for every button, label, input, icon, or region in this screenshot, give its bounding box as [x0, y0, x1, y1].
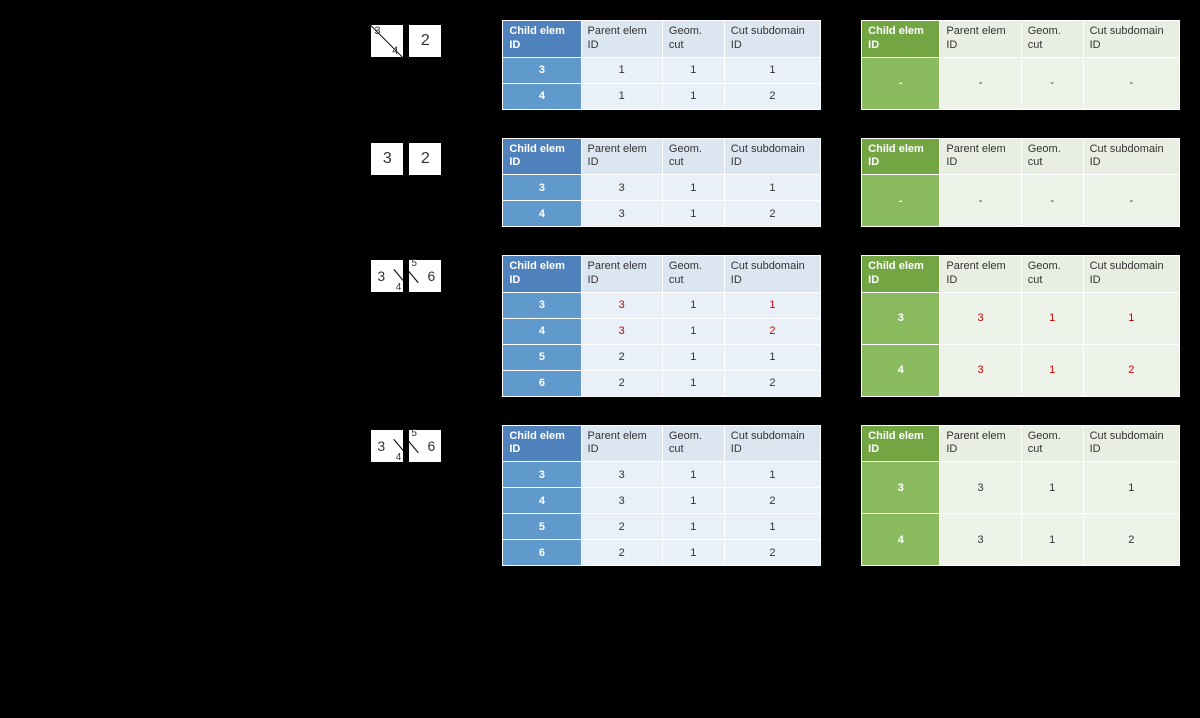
table-row: 6212	[503, 370, 821, 396]
table-header: Parent elem ID	[940, 256, 1021, 293]
green-table: Child elem IDParent elem IDGeom. cutCut …	[861, 425, 1180, 567]
table-header: Child elem ID	[862, 256, 940, 293]
table-header: Geom. cut	[662, 425, 724, 462]
table-row: 3311	[862, 292, 1180, 344]
table-row: 3311	[503, 175, 821, 201]
diagram: 3465	[280, 255, 442, 293]
green-table: Child elem IDParent elem IDGeom. cutCut …	[861, 20, 1180, 110]
table-header: Cut subdomain ID	[724, 21, 820, 58]
table-header: Child elem ID	[503, 21, 581, 58]
diagram-cell: 34	[370, 24, 404, 58]
table-row: 5211	[503, 344, 821, 370]
table-header: Parent elem ID	[940, 138, 1021, 175]
table-header: Cut subdomain ID	[724, 425, 820, 462]
table-header: Child elem ID	[503, 256, 581, 293]
table-row: 6212	[503, 540, 821, 566]
table-header: Child elem ID	[503, 425, 581, 462]
table-header: Parent elem ID	[581, 21, 662, 58]
green-table: Child elem IDParent elem IDGeom. cutCut …	[861, 255, 1180, 397]
table-header: Child elem ID	[862, 21, 940, 58]
table-row: 4112	[503, 83, 821, 109]
diagram: 342	[280, 20, 442, 58]
diagram-cell: 65	[408, 429, 442, 463]
table-header: Geom. cut	[662, 21, 724, 58]
table-header: Parent elem ID	[940, 425, 1021, 462]
content-row: 342Child elem IDParent elem IDGeom. cutC…	[20, 20, 1180, 110]
table-header: Geom. cut	[1021, 256, 1083, 293]
table-header: Child elem ID	[503, 138, 581, 175]
diagram-cell: 2	[408, 24, 442, 58]
table-header: Child elem ID	[862, 425, 940, 462]
content-row: 3465Child elem IDParent elem IDGeom. cut…	[20, 255, 1180, 397]
diagram: 32	[280, 138, 442, 176]
table-header: Geom. cut	[1021, 21, 1083, 58]
blue-table: Child elem IDParent elem IDGeom. cutCut …	[502, 138, 821, 228]
table-row: 4312	[862, 514, 1180, 566]
table-row: 3311	[503, 462, 821, 488]
table-header: Cut subdomain ID	[1083, 138, 1179, 175]
table-row: 5211	[503, 514, 821, 540]
table-row: 3111	[503, 57, 821, 83]
diagram-cell: 2	[408, 142, 442, 176]
table-row: 4312	[503, 488, 821, 514]
blue-table: Child elem IDParent elem IDGeom. cutCut …	[502, 425, 821, 567]
table-header: Geom. cut	[1021, 425, 1083, 462]
table-header: Parent elem ID	[581, 138, 662, 175]
diagram: 3465	[280, 425, 442, 463]
table-header: Cut subdomain ID	[724, 138, 820, 175]
diagram-table-grid: 342Child elem IDParent elem IDGeom. cutC…	[20, 20, 1180, 566]
table-header: Cut subdomain ID	[1083, 21, 1179, 58]
table-header: Cut subdomain ID	[1083, 425, 1179, 462]
table-header: Child elem ID	[862, 138, 940, 175]
table-row: ----	[862, 57, 1180, 109]
table-row: 3311	[862, 462, 1180, 514]
diagram-cell: 34	[370, 429, 404, 463]
table-header: Cut subdomain ID	[1083, 256, 1179, 293]
table-header: Cut subdomain ID	[724, 256, 820, 293]
table-row: ----	[862, 175, 1180, 227]
blue-table: Child elem IDParent elem IDGeom. cutCut …	[502, 20, 821, 110]
content-row: 3465Child elem IDParent elem IDGeom. cut…	[20, 425, 1180, 567]
table-header: Parent elem ID	[581, 425, 662, 462]
diagram-cell: 65	[408, 259, 442, 293]
table-row: 4312	[503, 201, 821, 227]
table-row: 4312	[862, 344, 1180, 396]
table-header: Parent elem ID	[581, 256, 662, 293]
table-header: Geom. cut	[1021, 138, 1083, 175]
table-row: 4312	[503, 318, 821, 344]
table-header: Geom. cut	[662, 256, 724, 293]
table-header: Geom. cut	[662, 138, 724, 175]
blue-table: Child elem IDParent elem IDGeom. cutCut …	[502, 255, 821, 397]
table-header: Parent elem ID	[940, 21, 1021, 58]
table-row: 3311	[503, 292, 821, 318]
content-row: 32Child elem IDParent elem IDGeom. cutCu…	[20, 138, 1180, 228]
diagram-cell: 34	[370, 259, 404, 293]
diagram-cell: 3	[370, 142, 404, 176]
green-table: Child elem IDParent elem IDGeom. cutCut …	[861, 138, 1180, 228]
